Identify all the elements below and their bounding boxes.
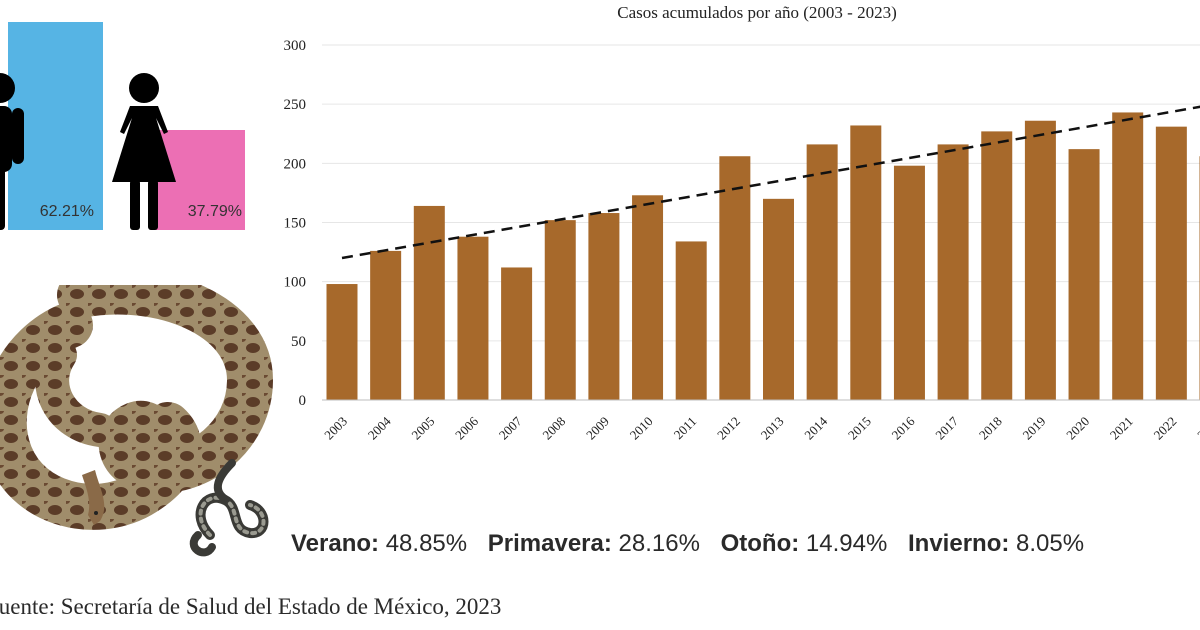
male-percentage: 62.21% — [40, 203, 94, 220]
x-tick-label: 2017 — [932, 413, 961, 442]
trend-line — [341, 105, 1200, 260]
x-tick-label: 2008 — [539, 414, 568, 443]
bar — [457, 236, 489, 400]
bar — [937, 144, 969, 400]
woman-icon — [112, 73, 176, 230]
bar — [1024, 120, 1056, 400]
bar — [544, 220, 576, 400]
small-snake-illustration — [189, 459, 269, 557]
x-tick-label: 2018 — [976, 414, 1005, 443]
x-tick-label: 2020 — [1063, 414, 1092, 443]
x-tick-label: 2012 — [714, 414, 743, 443]
bar — [981, 131, 1013, 400]
season-spring: Primavera: 28.16% — [487, 530, 700, 557]
x-tick-label: 2016 — [889, 413, 918, 442]
x-tick-label: 2014 — [801, 413, 830, 442]
season-winter: Invierno: 8.05% — [908, 530, 1085, 557]
y-tick-label: 300 — [284, 38, 307, 54]
y-tick-label: 150 — [284, 216, 307, 232]
chart-title: Casos acumulados por año (2003 - 2023) — [617, 3, 897, 22]
x-tick-label: 2010 — [627, 414, 656, 443]
x-tick-label: 2022 — [1150, 414, 1179, 443]
bar — [893, 165, 925, 400]
bar — [632, 195, 664, 400]
bars — [326, 112, 1200, 401]
man-icon — [0, 73, 24, 230]
x-tick-label: 2019 — [1020, 414, 1049, 443]
y-axis-ticks: 0 50 100 150 200 250 300 — [284, 38, 307, 409]
season-autumn: Otoño: 14.94% — [720, 530, 888, 557]
bar — [1155, 126, 1187, 401]
bar — [326, 284, 358, 400]
x-tick-label: 2003 — [321, 414, 350, 443]
x-tick-label: 2023 — [1194, 414, 1200, 443]
rattlesnake-illustration — [0, 285, 274, 557]
x-axis-ticks: 2003 2004 2005 2006 2007 2008 2009 2010 2011 2012… — [321, 413, 1200, 442]
bar — [719, 156, 751, 400]
gender-panel: 62.21% 37.79% — [0, 22, 245, 230]
bar — [413, 205, 445, 400]
bar — [763, 198, 794, 400]
x-tick-label: 2013 — [758, 414, 787, 443]
female-percentage: 37.79% — [188, 203, 242, 220]
bar — [1112, 112, 1144, 400]
bar — [1068, 149, 1100, 400]
x-tick-label: 2021 — [1107, 414, 1136, 443]
x-tick-label: 2011 — [671, 414, 700, 443]
source-note: Fuente: Secretaría de Salud del Estado d… — [0, 594, 502, 619]
bar — [675, 241, 707, 400]
bar — [370, 250, 402, 400]
bar — [850, 125, 882, 400]
bar — [806, 144, 838, 400]
x-tick-label: 2004 — [365, 413, 394, 442]
y-tick-label: 0 — [299, 393, 307, 409]
x-tick-label: 2009 — [583, 414, 612, 443]
x-tick-label: 2015 — [845, 414, 874, 443]
grid-lines — [322, 44, 1200, 342]
cases-bar-chart: Casos acumulados por año (2003 - 2023) 0… — [284, 3, 1200, 443]
x-tick-label: 2006 — [452, 413, 481, 442]
y-tick-label: 250 — [284, 97, 307, 113]
bar — [588, 213, 620, 400]
bar — [501, 267, 533, 400]
x-tick-label: 2005 — [408, 414, 437, 443]
season-summer: Verano: 48.85% — [291, 530, 468, 557]
x-tick-label: 2007 — [496, 413, 525, 442]
y-tick-label: 50 — [291, 334, 306, 350]
season-summary: Verano: 48.85% Primavera: 28.16% Otoño: … — [291, 530, 1084, 558]
y-tick-label: 200 — [284, 156, 307, 172]
y-tick-label: 100 — [284, 275, 307, 291]
